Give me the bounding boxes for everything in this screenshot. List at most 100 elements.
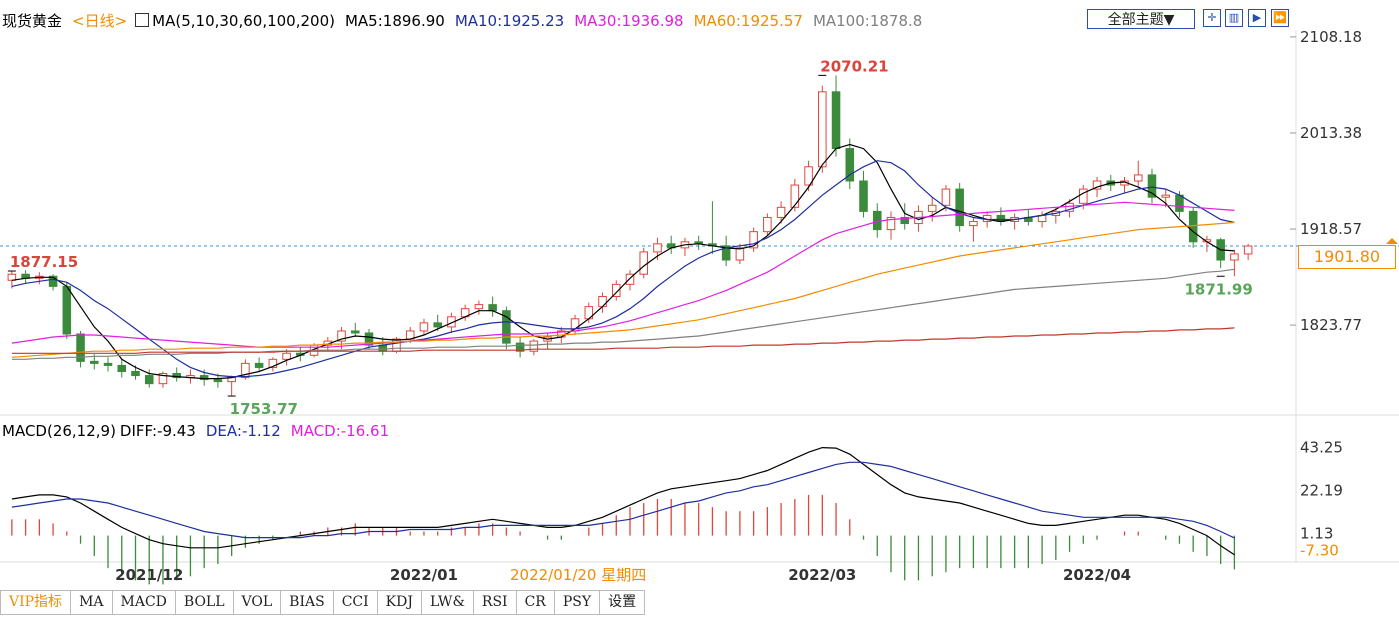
- candle-body: [942, 189, 950, 205]
- candle: [970, 217, 978, 241]
- candle: [1189, 207, 1197, 248]
- candle: [118, 359, 126, 377]
- candle-body: [104, 363, 112, 365]
- macd-dea: DEA:-1.12: [206, 422, 281, 440]
- fast-forward-icon[interactable]: ⏩: [1271, 9, 1289, 27]
- macd-dea-line: [12, 462, 1235, 538]
- candle-body: [640, 252, 648, 274]
- candle-body: [1231, 254, 1239, 260]
- candle-body: [351, 331, 359, 333]
- candle: [681, 238, 689, 256]
- tab-rsi[interactable]: RSI: [473, 590, 516, 615]
- candle: [503, 307, 511, 350]
- candle-body: [928, 205, 936, 211]
- candle-body: [1244, 246, 1252, 254]
- candle-body: [654, 244, 662, 252]
- candle: [1121, 177, 1129, 193]
- macd-header: MACD(26,12,9) DIFF:-9.43 DEA:-1.12 MACD:-16…: [2, 422, 399, 440]
- macd-axis-label: 43.25: [1300, 439, 1343, 457]
- macd-axis-label: 1.13: [1300, 524, 1333, 542]
- candle-body: [860, 181, 868, 211]
- tab-macd[interactable]: MACD: [112, 590, 175, 615]
- tab-vip[interactable]: VIP指标: [0, 590, 70, 615]
- candle: [736, 244, 744, 264]
- current-price-tag: 1901.80: [1298, 245, 1396, 269]
- candle: [571, 315, 579, 335]
- bars-icon[interactable]: ▥: [1225, 9, 1243, 27]
- candle: [846, 138, 854, 189]
- tab-ma[interactable]: MA: [70, 590, 111, 615]
- tab-vol[interactable]: VOL: [233, 590, 281, 615]
- macd-axis-label: -7.30: [1300, 541, 1339, 559]
- ma-line-ma60: [12, 223, 1235, 358]
- candle: [585, 303, 593, 323]
- candle-body: [791, 185, 799, 207]
- candle-body: [91, 361, 99, 363]
- candle: [1244, 244, 1252, 260]
- tab-settings[interactable]: 设置: [599, 590, 645, 615]
- price-axis-label: 1823.77: [1300, 316, 1362, 334]
- ma-title: MA(5,10,30,60,100,200): [152, 12, 335, 30]
- ma-line-ma100: [12, 269, 1235, 359]
- candle: [873, 203, 881, 237]
- time-axis-label: 2022/03: [788, 566, 856, 584]
- candle-body: [132, 371, 140, 375]
- extreme-label: 1877.15: [10, 253, 78, 271]
- candle-body: [1080, 189, 1088, 203]
- candle: [695, 236, 703, 250]
- candle: [516, 337, 524, 357]
- candle: [530, 339, 538, 355]
- candle: [1217, 238, 1225, 268]
- candle: [22, 270, 30, 283]
- candle-body: [434, 323, 442, 327]
- candle: [475, 301, 483, 315]
- ma100-value: MA100:1878.8: [813, 12, 922, 30]
- tab-cci[interactable]: CCI: [333, 590, 377, 615]
- candle: [791, 179, 799, 211]
- time-axis-label: 2022/04: [1063, 566, 1131, 584]
- cursor-date-label: 2022/01/20 星期四: [510, 566, 646, 584]
- ma30-value: MA30:1936.98: [574, 12, 683, 30]
- tab-psy[interactable]: PSY: [554, 590, 599, 615]
- macd-axis-label: 22.19: [1300, 481, 1343, 499]
- period-label[interactable]: <日线>: [72, 12, 127, 30]
- candle: [1231, 250, 1239, 276]
- candle: [187, 369, 195, 383]
- extreme-label: 1753.77: [230, 400, 298, 418]
- candle: [351, 323, 359, 337]
- candle: [228, 376, 236, 396]
- play-icon[interactable]: ▶: [1248, 9, 1266, 27]
- tab-cr[interactable]: CR: [516, 590, 554, 615]
- ma5-value: MA5:1896.90: [345, 12, 445, 30]
- extreme-label: 1871.99: [1184, 280, 1252, 298]
- candle: [1011, 213, 1019, 229]
- candle-body: [145, 376, 153, 384]
- candle-body: [489, 305, 497, 311]
- candle: [640, 248, 648, 278]
- time-axis-label: 2021/12: [115, 566, 183, 584]
- indicator-tabs: VIP指标 MA MACD BOLL VOL BIAS CCI KDJ LW& RSI CR PSY 设…: [0, 590, 740, 615]
- tab-bias[interactable]: BIAS: [280, 590, 333, 615]
- candle: [77, 331, 85, 367]
- candle-body: [764, 217, 772, 231]
- price-axis-label: 1918.57: [1300, 220, 1362, 238]
- chart-type-icon[interactable]: [135, 13, 149, 27]
- tab-lw[interactable]: LW&: [421, 590, 473, 615]
- chart-header: 现货黄金 <日线> MA(5,10,30,60,100,200) MA5:1896.9…: [2, 10, 932, 31]
- tab-kdj[interactable]: KDJ: [377, 590, 421, 615]
- theme-select[interactable]: 全部主题▼: [1087, 9, 1195, 29]
- instrument-name: 现货黄金: [2, 12, 62, 30]
- candle: [750, 228, 758, 252]
- tab-boll[interactable]: BOLL: [175, 590, 233, 615]
- candle-body: [956, 189, 964, 225]
- candle-body: [1148, 175, 1156, 197]
- macd-value: MACD:-16.61: [291, 422, 389, 440]
- candle-body: [255, 363, 263, 367]
- candle: [901, 203, 909, 229]
- candle-body: [118, 365, 126, 371]
- candle: [722, 236, 730, 266]
- candle: [928, 197, 936, 221]
- crosshair-icon[interactable]: ✛: [1203, 9, 1221, 27]
- time-axis-label: 2022/01: [390, 566, 458, 584]
